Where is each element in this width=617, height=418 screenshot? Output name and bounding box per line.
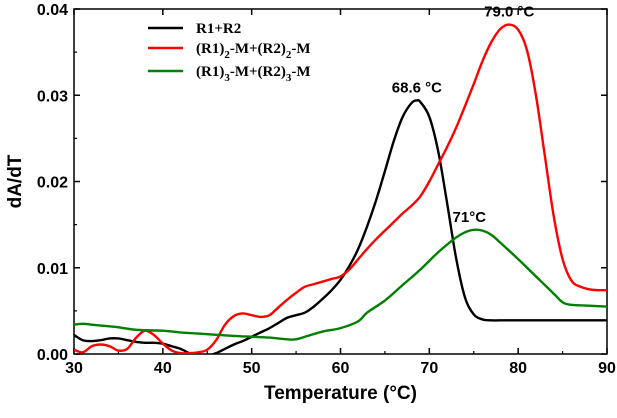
y-tick-label: 0.04 [37, 2, 68, 19]
annotations: 68.6 °C 79.0 °C 71°C [392, 4, 535, 226]
axis-ticks: 30 40 50 60 70 80 90 0.00 0.01 0.02 0.03 0.04 [37, 2, 616, 377]
series-layer [74, 23, 607, 354]
peak-annotation-1: 79.0 °C [484, 4, 534, 21]
y-axis-title: dA/dT [5, 154, 26, 208]
axis-titles: Temperature (°C) dA/dT [5, 154, 417, 404]
x-tick-label: 80 [509, 360, 527, 377]
peak-annotation-2: 71°C [453, 209, 487, 226]
legend-label-1: (R1)2-M+(R2)2-M [196, 41, 311, 61]
x-tick-label: 50 [243, 360, 261, 377]
legend: R1+R2 (R1)2-M+(R2)2-M (R1)3-M+(R2)3-M [148, 21, 311, 84]
x-tick-label: 30 [65, 360, 83, 377]
legend-label-0: R1+R2 [196, 21, 241, 37]
x-axis-title: Temperature (°C) [264, 383, 417, 404]
y-tick-label: 0.00 [37, 347, 68, 364]
x-tick-label: 60 [332, 360, 350, 377]
peak-annotation-0: 68.6 °C [392, 79, 442, 96]
x-tick-label: 40 [154, 360, 172, 377]
legend-label-2: (R1)3-M+(R2)3-M [196, 64, 311, 84]
y-tick-label: 0.03 [37, 88, 68, 105]
series-line-2 [74, 228, 607, 341]
series-line-0 [74, 98, 607, 354]
y-tick-label: 0.02 [37, 175, 68, 192]
series-line-1 [74, 23, 607, 354]
y-tick-label: 0.01 [37, 261, 68, 278]
x-tick-label: 70 [420, 360, 438, 377]
x-tick-label: 90 [598, 360, 616, 377]
plot-frame [73, 8, 608, 355]
